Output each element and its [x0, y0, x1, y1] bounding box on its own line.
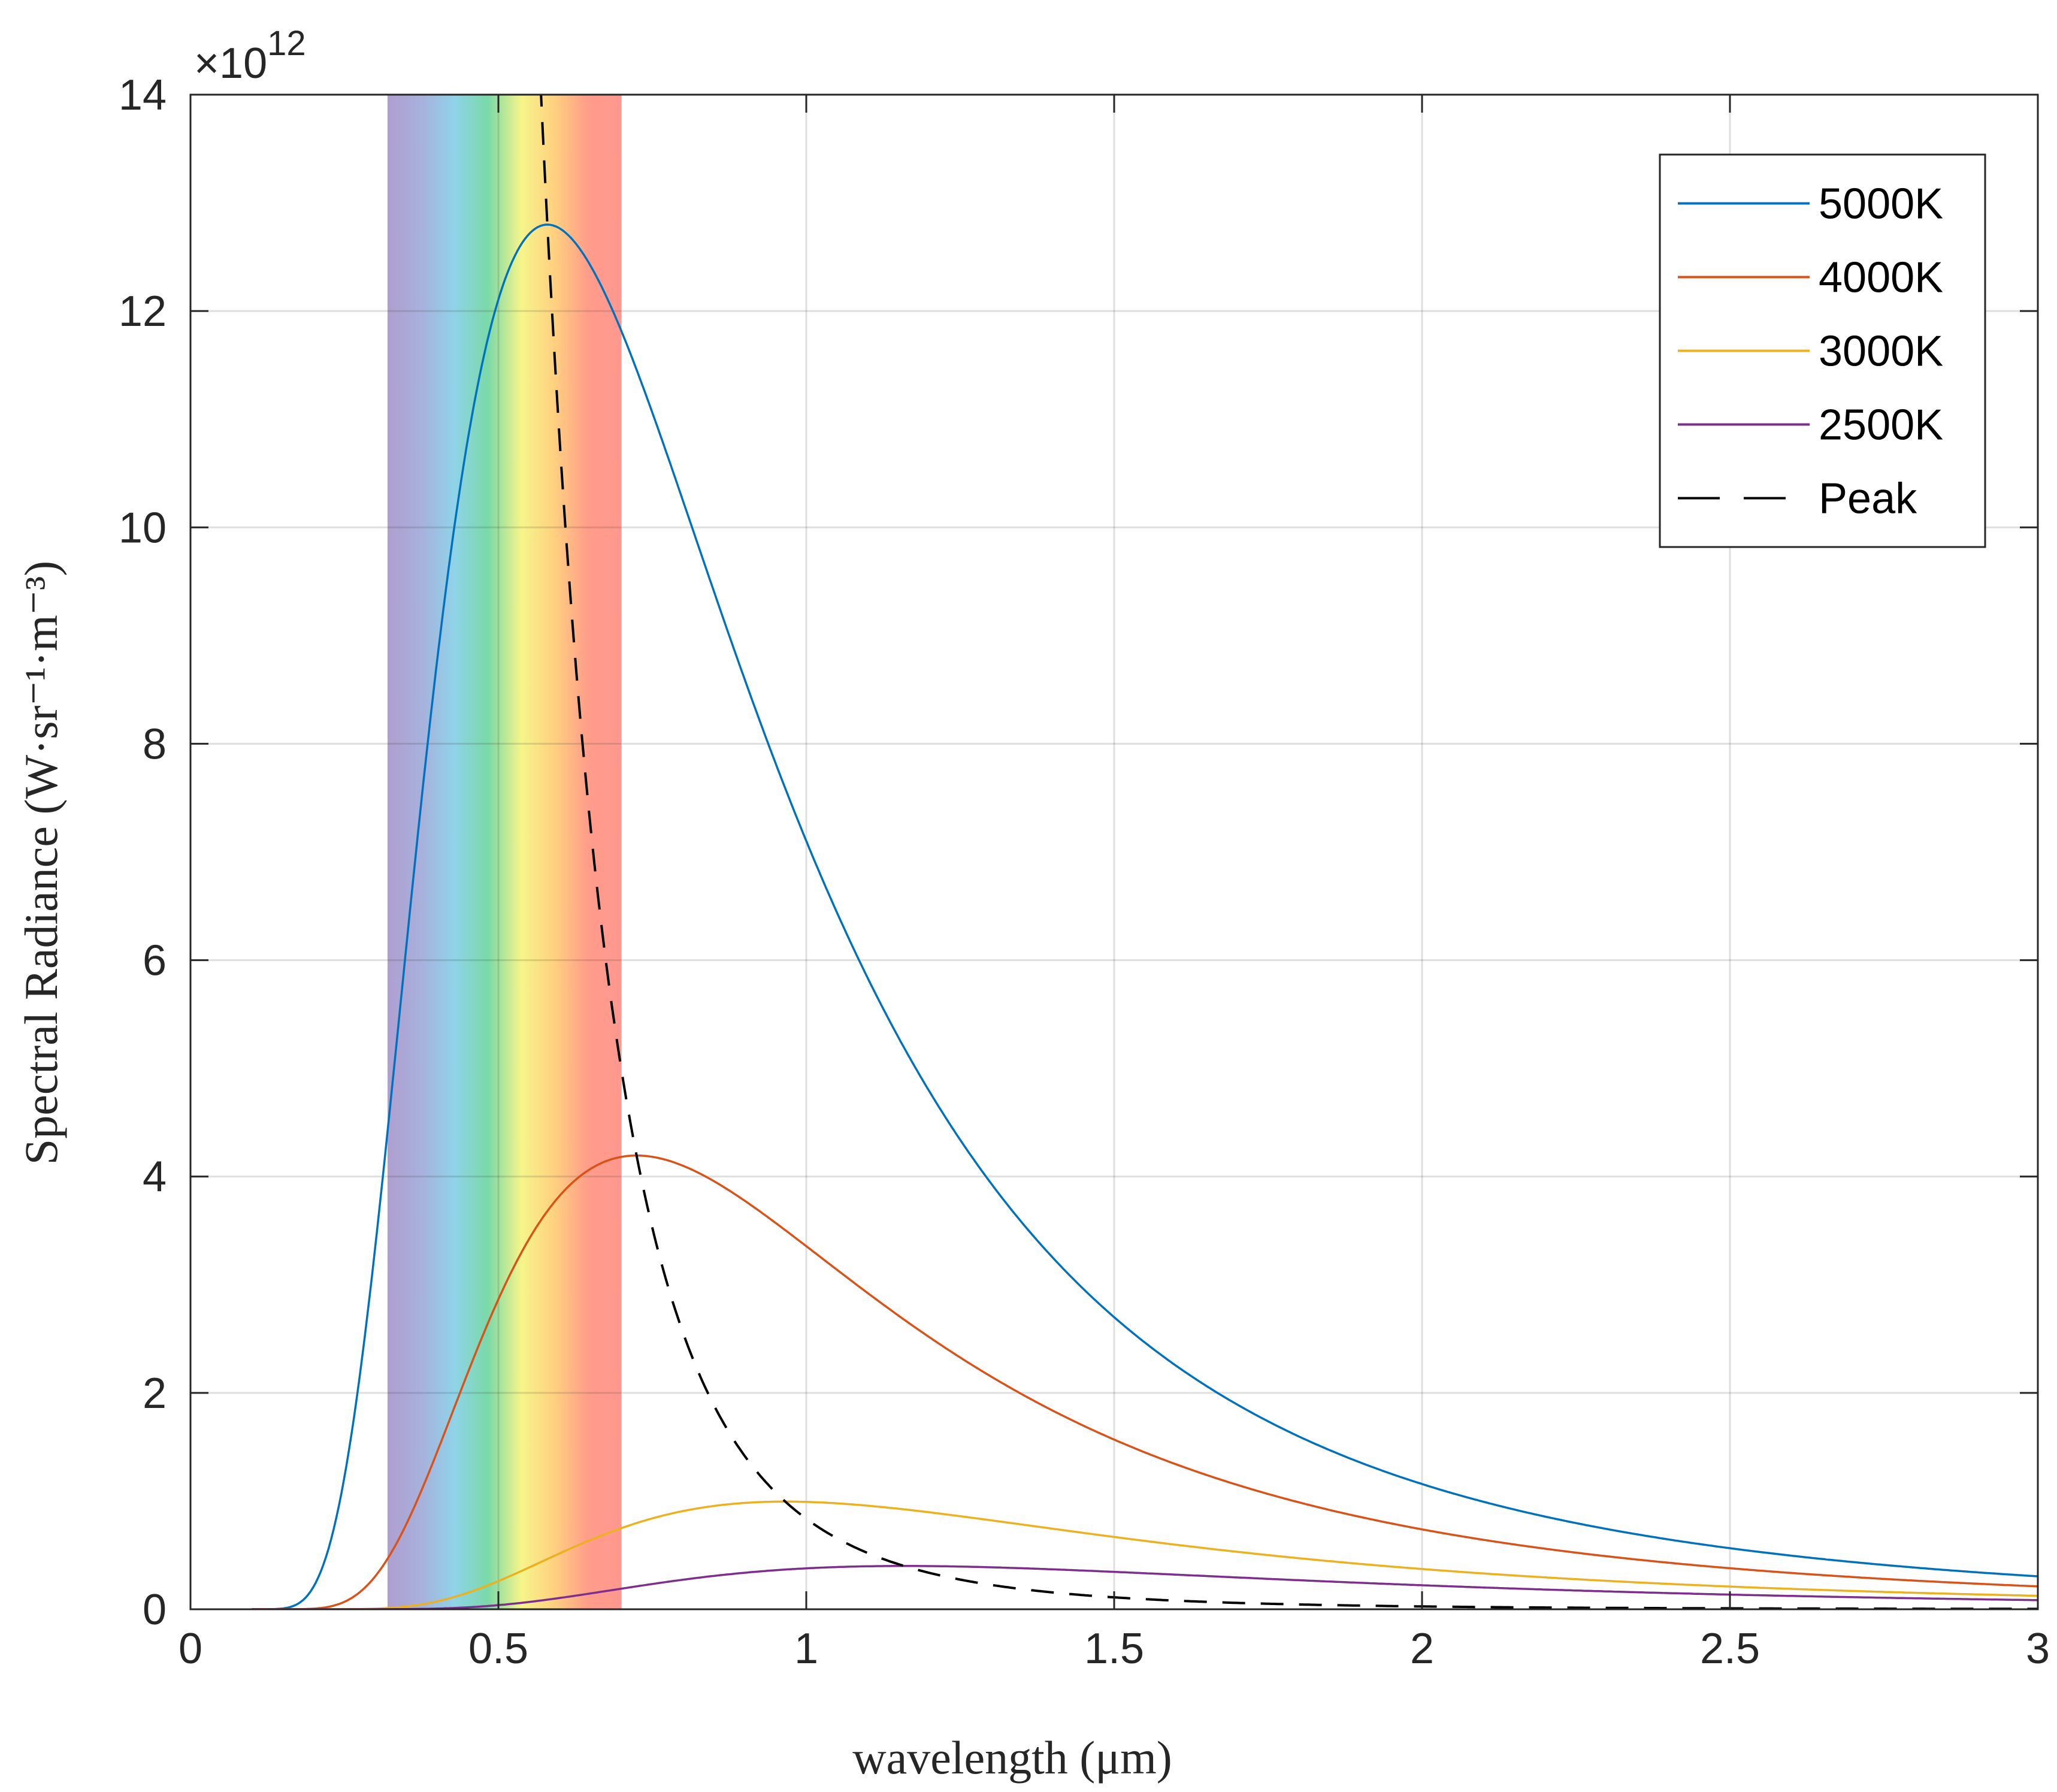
x-tick-label: 1.5	[1084, 1625, 1144, 1673]
y-tick-label: 14	[119, 71, 167, 119]
y-tick-label: 10	[119, 504, 167, 552]
axis-ticks	[189, 93, 2039, 1610]
y-tick-labels: 0 2 4 6 8 10 12 14	[119, 71, 167, 1634]
legend-label-5000K: 5000K	[1819, 180, 1943, 228]
series-line-3000K	[252, 1500, 2038, 1609]
y-multiplier: ×1012	[194, 24, 306, 87]
series-line-2500K	[252, 1565, 2038, 1609]
y-tick-label: 4	[143, 1153, 167, 1201]
legend-label-3000K: 3000K	[1819, 328, 1943, 376]
x-tick-label: 0	[179, 1625, 202, 1673]
y-axis-label: Spectral Radiance (W·sr⁻¹·m⁻³)	[15, 561, 67, 1165]
x-tick-label: 2.5	[1700, 1625, 1760, 1673]
x-tick-label: 1	[794, 1625, 818, 1673]
x-tick-label: 0.5	[468, 1625, 528, 1673]
visible-spectrum-band	[387, 95, 622, 1609]
y-tick-label: 2	[143, 1370, 167, 1418]
y-tick-label: 8	[143, 720, 167, 768]
y-multiplier-exponent: 12	[267, 24, 306, 63]
legend-label-2500K: 2500K	[1819, 401, 1943, 449]
legend-label-4000K: 4000K	[1819, 254, 1943, 302]
y-tick-label: 6	[143, 937, 167, 985]
series-line-5000K	[252, 223, 2038, 1609]
series-lines	[252, 95, 2038, 1609]
legend: 5000K 4000K 3000K 2500K Peak	[1659, 153, 1986, 548]
x-tick-label: 3	[2026, 1625, 2050, 1673]
x-tick-label: 2	[1410, 1625, 1434, 1673]
y-tick-label: 0	[143, 1586, 167, 1634]
x-tick-labels: 0 0.5 1 1.5 2 2.5 3	[179, 1625, 2050, 1673]
x-axis-label: wavelength (μm)	[852, 1731, 1172, 1784]
series-line-Peak	[540, 95, 2038, 1609]
y-tick-label: 12	[119, 288, 167, 336]
series-line-4000K	[252, 1154, 2038, 1609]
legend-label-Peak: Peak	[1819, 475, 1917, 523]
